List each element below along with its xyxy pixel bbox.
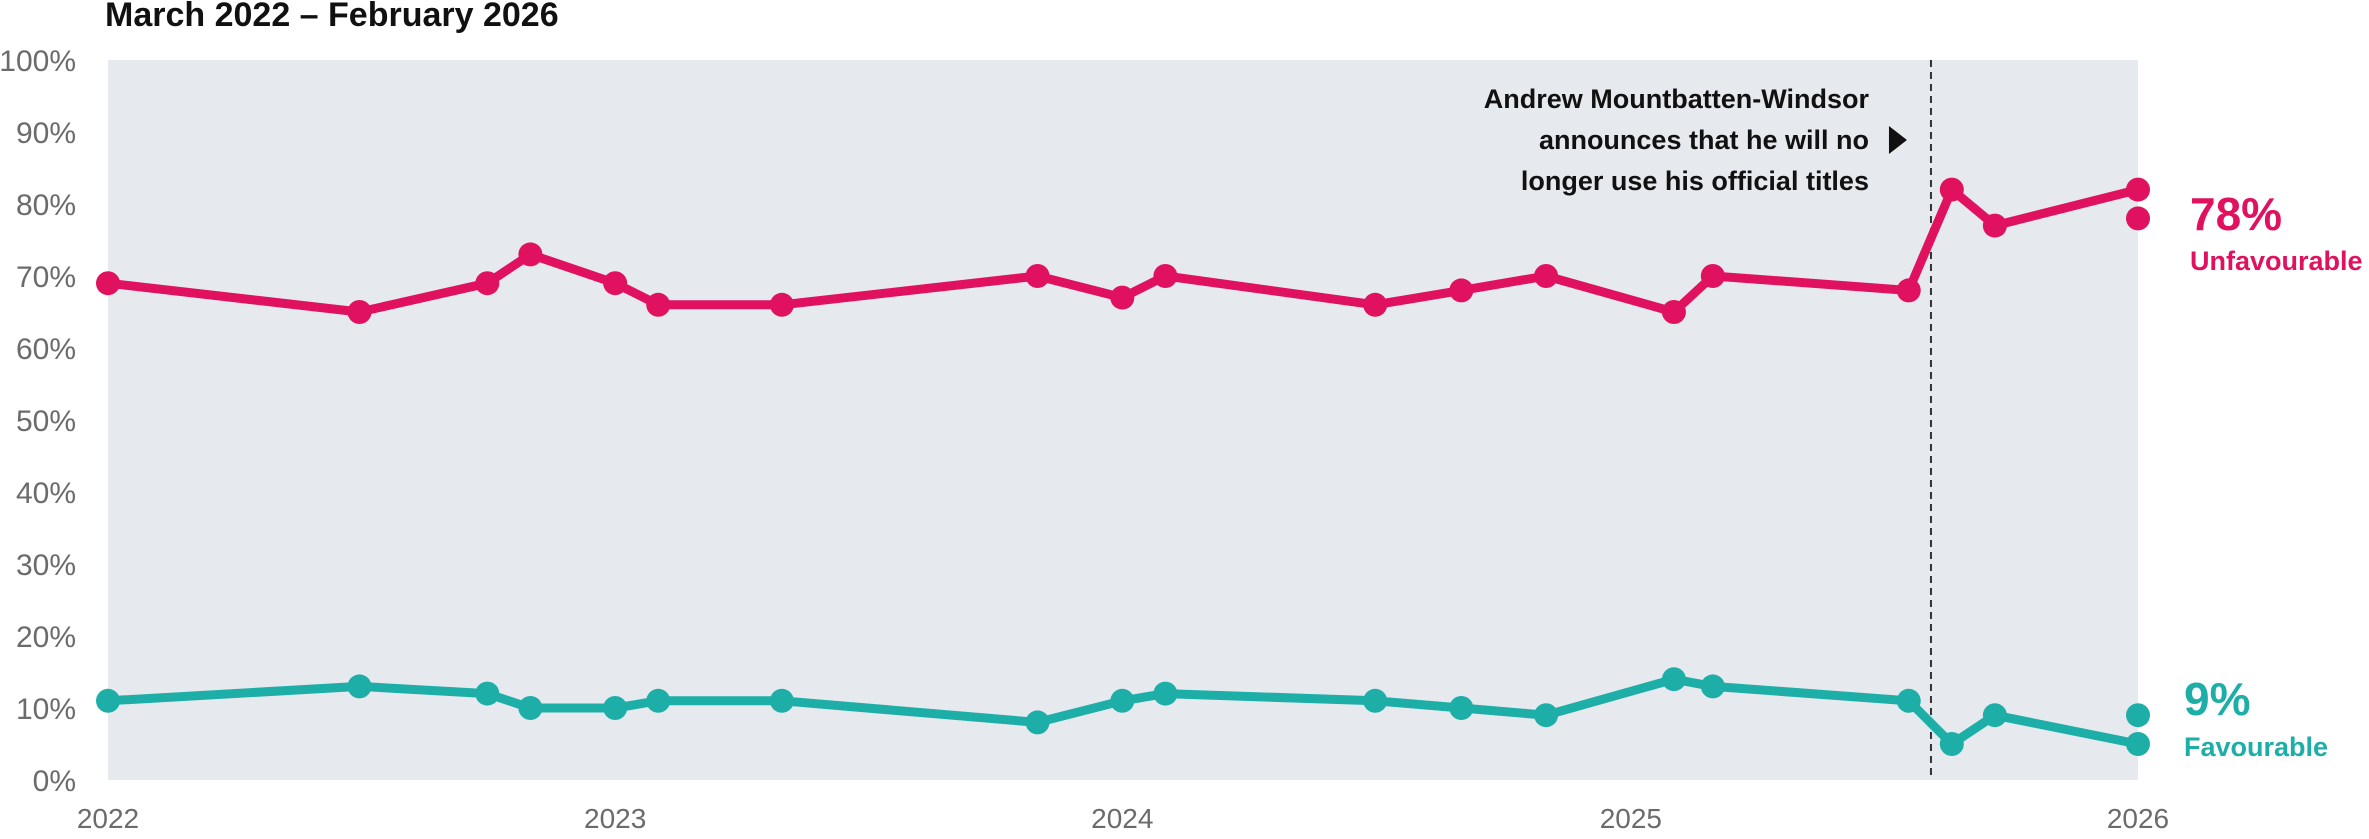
- chart-title: March 2022 – February 2026: [105, 0, 559, 34]
- end-labels: 78% Unfavourable 9% Favourable: [2184, 188, 2363, 762]
- data-point-favourable: [769, 688, 794, 713]
- data-point-favourable: [1896, 688, 1921, 713]
- x-tick-label: 2023: [584, 803, 646, 834]
- data-point-favourable: [2126, 732, 2150, 756]
- data-point-favourable: [1661, 667, 1686, 692]
- y-tick-label: 10%: [16, 693, 76, 726]
- x-axis: 2022 2023 2024 2025 2026: [77, 803, 2169, 834]
- data-point-favourable: [475, 681, 500, 706]
- y-tick-label: 30%: [16, 549, 76, 582]
- x-tick-label: 2025: [1600, 803, 1662, 834]
- series-group: [96, 177, 2150, 756]
- y-axis: 0% 10% 20% 30% 40% 50% 60% 70% 80% 90% 100%: [0, 45, 76, 798]
- x-tick-label: 2026: [2107, 803, 2169, 834]
- end-value-unfavourable: 78%: [2190, 188, 2282, 240]
- annotation-text: Andrew Mountbatten-Windsor: [1484, 84, 1870, 114]
- annotation-text: announces that he will no: [1539, 125, 1869, 155]
- data-point-favourable: [1449, 696, 1474, 720]
- y-tick-label: 0%: [33, 765, 76, 798]
- data-point-unfavourable: [2126, 206, 2150, 231]
- end-label-unfavourable: Unfavourable: [2190, 246, 2363, 276]
- data-point-unfavourable: [475, 271, 500, 296]
- data-point-favourable: [2126, 703, 2150, 728]
- data-point-favourable: [347, 674, 372, 699]
- data-point-unfavourable: [1153, 264, 1178, 288]
- y-tick-label: 100%: [0, 45, 76, 78]
- data-point-unfavourable: [96, 271, 120, 296]
- x-tick-label: 2022: [77, 803, 139, 834]
- data-point-favourable: [1534, 703, 1559, 728]
- data-point-unfavourable: [1700, 264, 1725, 288]
- data-point-favourable: [646, 688, 671, 713]
- data-point-unfavourable: [1661, 300, 1686, 324]
- data-point-unfavourable: [347, 300, 372, 324]
- data-point-unfavourable: [1896, 278, 1921, 303]
- data-point-unfavourable: [1025, 264, 1050, 288]
- data-point-favourable: [603, 696, 628, 720]
- data-point-favourable: [1700, 674, 1725, 699]
- data-point-favourable: [518, 696, 543, 720]
- data-point-unfavourable: [1982, 213, 2007, 238]
- y-tick-label: 20%: [16, 621, 76, 654]
- y-tick-label: 90%: [16, 117, 76, 150]
- annotations: Andrew Mountbatten-Windsor announces that…: [1484, 60, 1932, 780]
- data-point-unfavourable: [1449, 278, 1474, 303]
- x-tick-label: 2024: [1091, 803, 1153, 834]
- data-point-unfavourable: [603, 271, 628, 296]
- end-label-favourable: Favourable: [2184, 732, 2328, 762]
- data-point-unfavourable: [1110, 285, 1135, 310]
- plot-background: [108, 60, 2138, 780]
- data-point-favourable: [1025, 710, 1050, 735]
- y-tick-label: 80%: [16, 189, 76, 222]
- annotation-arrow-icon: [1888, 126, 1907, 154]
- data-point-favourable: [1939, 732, 1964, 756]
- data-point-favourable: [1153, 681, 1178, 706]
- data-point-favourable: [1363, 688, 1388, 713]
- data-point-unfavourable: [1363, 292, 1388, 317]
- data-point-unfavourable: [518, 242, 543, 267]
- data-point-favourable: [96, 688, 120, 713]
- y-tick-label: 70%: [16, 261, 76, 294]
- data-point-unfavourable: [2126, 177, 2150, 202]
- annotation-text: longer use his official titles: [1521, 166, 1869, 196]
- y-tick-label: 50%: [16, 405, 76, 438]
- data-point-favourable: [1110, 688, 1135, 713]
- data-point-unfavourable: [1939, 177, 1964, 202]
- y-tick-label: 60%: [16, 333, 76, 366]
- data-point-unfavourable: [769, 292, 794, 317]
- end-value-favourable: 9%: [2184, 673, 2250, 725]
- data-point-unfavourable: [646, 292, 671, 317]
- data-point-favourable: [1982, 703, 2007, 728]
- y-tick-label: 40%: [16, 477, 76, 510]
- data-point-unfavourable: [1534, 264, 1559, 288]
